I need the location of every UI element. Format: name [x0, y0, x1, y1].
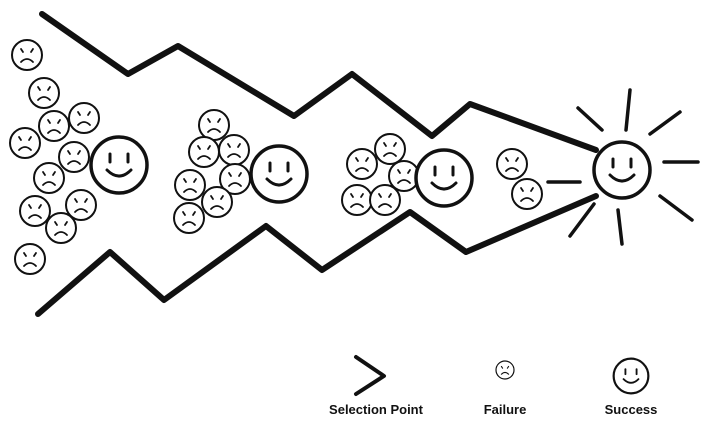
- failure-face-icon: [33, 162, 65, 194]
- legend-label-success: Success: [604, 402, 658, 417]
- failure-face-icon: [11, 39, 43, 71]
- failure-face-icon: [496, 148, 528, 180]
- failure-face-icon: [346, 148, 378, 180]
- failure-face-icon: [38, 110, 70, 142]
- failure-face-icon: [9, 127, 41, 159]
- failure-face-icon: [201, 186, 233, 218]
- failure-face-icon: [174, 169, 206, 201]
- failure-face-icon: [188, 136, 220, 168]
- failure-face-icon: [45, 212, 77, 244]
- failure-face-icon: [374, 133, 406, 165]
- failure-face-icon: [58, 141, 90, 173]
- failure-face-icon: [218, 134, 250, 166]
- legend-label-selection-point: Selection Point: [329, 402, 423, 417]
- failure-face-icon: [14, 243, 46, 275]
- failure-face-icon: [19, 195, 51, 227]
- success-face-icon: [89, 135, 149, 195]
- funnel-top-wall: [39, 11, 599, 153]
- failure-face-icon: [173, 202, 205, 234]
- failure-face-icon: [198, 109, 230, 141]
- failure-face-icon: [511, 178, 543, 210]
- success-face-icon: [249, 144, 309, 204]
- failure-face-icon: [28, 77, 60, 109]
- failure-face-icon: [341, 184, 373, 216]
- sun-icon: [546, 88, 700, 246]
- failure-face-icon: [369, 184, 401, 216]
- failure-legend-icon: [495, 360, 515, 380]
- selection-point-legend-icon: [354, 355, 386, 396]
- funnel-bottom-wall: [35, 193, 599, 317]
- success-face-icon: [414, 148, 474, 208]
- legend-label-failure: Failure: [483, 402, 527, 417]
- success-legend-icon: [612, 357, 650, 395]
- failure-face-icon: [68, 102, 100, 134]
